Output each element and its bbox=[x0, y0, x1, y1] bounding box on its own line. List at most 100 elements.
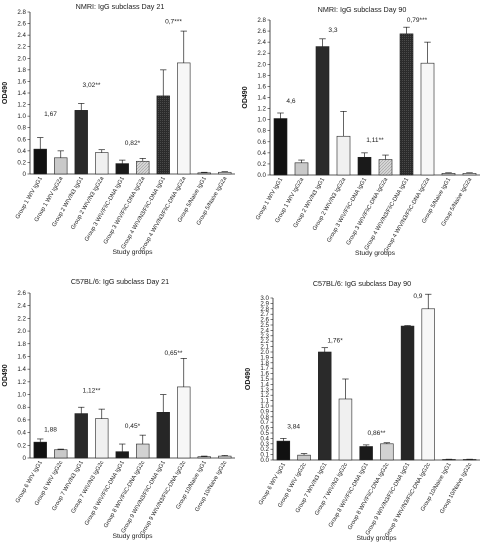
y-tick-label: 1.4 bbox=[17, 90, 26, 97]
y-tick-label: 2.9 bbox=[260, 300, 269, 307]
y-tick-label: 0.8 bbox=[257, 128, 266, 135]
y-tick-label: 0.0 bbox=[257, 172, 266, 179]
y-tick-label: 0.8 bbox=[17, 125, 26, 132]
chart-title: C57BL/6: IgG subclass Day 21 bbox=[71, 277, 169, 286]
chart-title: NMRI: IgG subclass Day 90 bbox=[318, 5, 407, 14]
y-tick-label: 2.0 bbox=[257, 61, 266, 68]
y-tick-label: 0.4 bbox=[17, 148, 26, 155]
y-tick-label: 0 bbox=[23, 455, 27, 462]
y-tick-label: 1.3 bbox=[260, 387, 269, 394]
y-tick-label: 0.2 bbox=[17, 442, 26, 449]
chart-panel-1: NMRI: IgG subclass Day 21 0 0.2 0.4 0.6 0.8 1.… bbox=[2, 2, 235, 256]
chart-panel-3: C57BL/6: IgG subclass Day 21 0 0.2 0.4 0.6 0.… bbox=[2, 277, 235, 540]
chart-panel-4: C57BL/6: IgG subclass Day 90 0.00.10.20.3… bbox=[245, 279, 480, 542]
y-tick-label: 3.0 bbox=[260, 295, 269, 302]
y-tick-label: 0.3 bbox=[260, 441, 269, 448]
bar bbox=[74, 413, 88, 459]
y-tick-label: 2.0 bbox=[260, 349, 269, 356]
y-tick-label: 2.7 bbox=[260, 311, 269, 318]
x-axis-label: Study groups bbox=[112, 249, 153, 256]
category-label: Group 3 WIV/FliC-DNA IgG2a bbox=[346, 176, 390, 246]
y-tick-label: 1.2 bbox=[17, 102, 26, 109]
y-tick-label: 2.6 bbox=[260, 317, 269, 324]
y-tick-label: 0.2 bbox=[257, 161, 266, 168]
y-tick-label: 1.7 bbox=[260, 365, 269, 372]
y-tick-label: 2.8 bbox=[260, 306, 269, 313]
category-label: Group 8 WIV/FliC-DNA IgG1 bbox=[328, 462, 370, 529]
bar bbox=[400, 325, 415, 461]
y-tick-label: 2.6 bbox=[17, 290, 26, 297]
bar bbox=[462, 173, 477, 176]
data-annotation: 3,84 bbox=[287, 424, 300, 431]
y-tick-label: 1.0 bbox=[17, 392, 26, 399]
bar bbox=[297, 454, 311, 461]
bar bbox=[33, 148, 47, 175]
data-annotation: 0,79*** bbox=[407, 17, 428, 24]
bar bbox=[276, 440, 291, 461]
bar bbox=[95, 152, 109, 175]
bar bbox=[462, 459, 477, 461]
y-tick-label: 2.2 bbox=[260, 338, 269, 345]
bar bbox=[218, 455, 232, 459]
data-annotation: 1,11** bbox=[366, 137, 384, 144]
x-axis-label: Study groups bbox=[112, 533, 153, 540]
y-tick-label: 0.8 bbox=[17, 404, 26, 411]
y-tick-label: 2.4 bbox=[17, 32, 26, 39]
y-tick-label: 1.4 bbox=[17, 366, 26, 373]
y-tick-label: 1.2 bbox=[257, 106, 266, 113]
y-axis-label: OD490 bbox=[242, 86, 249, 108]
data-annotation: 0,65** bbox=[165, 350, 183, 357]
bar bbox=[54, 449, 68, 459]
data-annotation: 0,86** bbox=[368, 430, 386, 437]
y-tick-label: 2.2 bbox=[257, 50, 266, 57]
y-tick-label: 0.6 bbox=[260, 425, 269, 432]
y-tick-label: 2.2 bbox=[17, 44, 26, 51]
data-annotation: 3,02** bbox=[83, 82, 101, 89]
y-axis-label: OD490 bbox=[245, 368, 252, 390]
y-tick-label: 0.6 bbox=[17, 136, 26, 143]
y-tick-label: 2.6 bbox=[17, 21, 26, 28]
category-label: Group 4 WIV/N3/FliC-DNA IgG1 bbox=[364, 177, 410, 251]
y-tick-label: 1.2 bbox=[17, 379, 26, 386]
x-axis-label: Study groups bbox=[355, 250, 396, 257]
chart-panel-2: NMRI: IgG subclass Day 90 0.0 0.2 0.4 0.6 0.8… bbox=[242, 5, 480, 257]
bar bbox=[54, 157, 68, 175]
data-annotation: 0,82* bbox=[125, 140, 141, 147]
bar bbox=[318, 351, 332, 461]
bar bbox=[294, 162, 309, 176]
y-tick-label: 1.2 bbox=[260, 392, 269, 399]
data-annotation: 0,45* bbox=[125, 423, 141, 430]
bar bbox=[115, 451, 129, 459]
y-tick-label: 0.0 bbox=[260, 457, 269, 464]
y-tick-label: 0.2 bbox=[17, 159, 26, 166]
bar bbox=[95, 418, 109, 459]
y-tick-label: 0.2 bbox=[260, 446, 269, 453]
y-tick-label: 1.4 bbox=[257, 95, 266, 102]
data-annotation: 0,9 bbox=[413, 293, 422, 300]
bar bbox=[442, 459, 456, 461]
bar bbox=[177, 386, 191, 459]
bar bbox=[33, 441, 47, 459]
y-tick-label: 2.5 bbox=[260, 322, 269, 329]
y-tick-label: 1.5 bbox=[260, 376, 269, 383]
y-tick-label: 2.8 bbox=[257, 17, 266, 24]
y-tick-label: 0.4 bbox=[17, 430, 26, 437]
y-tick-label: 0.1 bbox=[260, 452, 269, 459]
y-tick-label: 1.1 bbox=[260, 398, 269, 405]
y-tick-label: 2.4 bbox=[257, 39, 266, 46]
bar bbox=[420, 62, 435, 176]
bar bbox=[136, 443, 150, 459]
y-tick-label: 2.2 bbox=[17, 315, 26, 322]
y-tick-label: 1.4 bbox=[260, 381, 269, 388]
y-axis-label: OD490 bbox=[2, 82, 9, 104]
bar bbox=[380, 443, 394, 461]
bar bbox=[156, 412, 170, 459]
data-annotation: 1,12** bbox=[83, 388, 101, 395]
y-tick-label: 1.8 bbox=[260, 360, 269, 367]
bar bbox=[136, 160, 150, 175]
category-label: Group 3 WIV/FliC-DNA IgG2a bbox=[103, 175, 147, 245]
bar bbox=[156, 95, 170, 175]
y-tick-label: 0.6 bbox=[257, 139, 266, 146]
y-tick-label: 0.4 bbox=[260, 435, 269, 442]
bar bbox=[359, 446, 373, 461]
